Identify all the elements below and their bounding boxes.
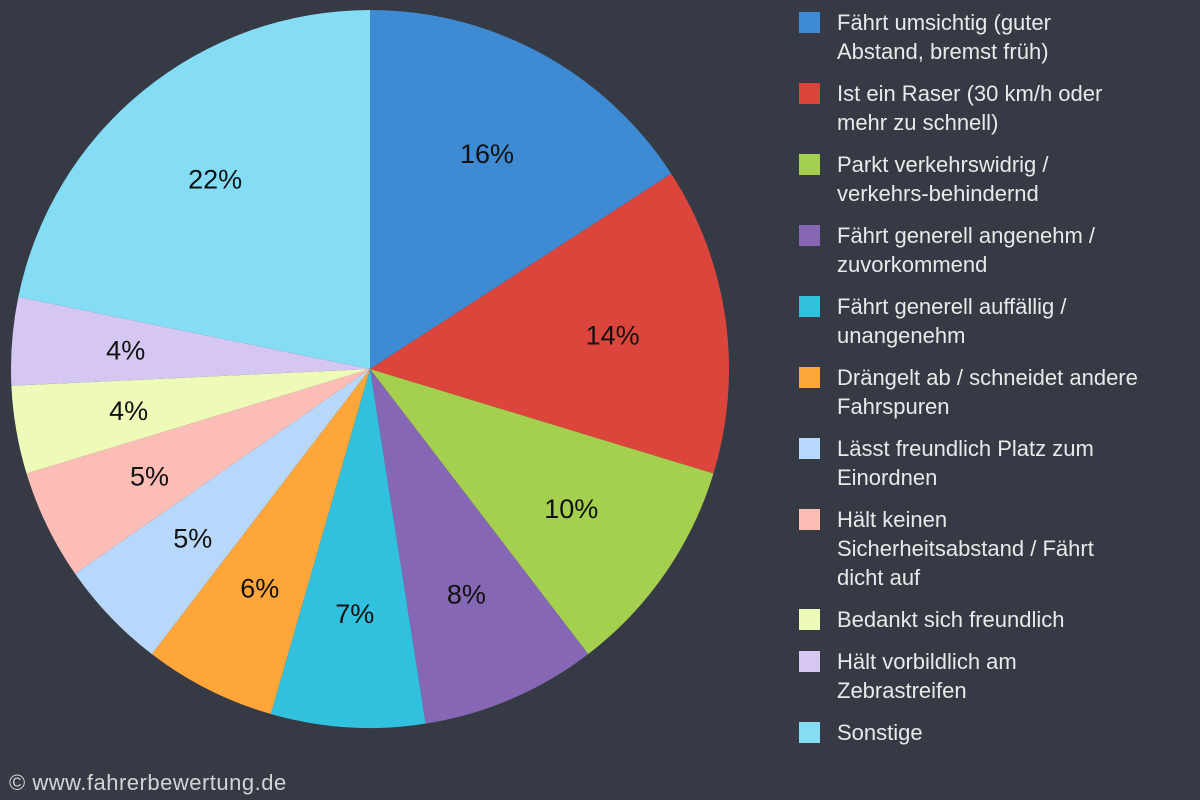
legend-label: Lässt freundlich Platz zum Einordnen [837,436,1094,490]
pie-slice-7 [75,369,370,655]
legend-item-6: Drängelt ab / schneidet andere Fahrspure… [799,363,1177,421]
pie-slice-5 [270,369,426,729]
pie-slice-percent-label: 22% [188,165,242,195]
pie-slice-percent-label: 16% [460,139,514,169]
legend-label: Bedankt sich freundlich [837,607,1065,632]
legend-label: Sonstige [837,720,923,745]
legend-item-10: Hält vorbildlich am Zebrastreifen [799,647,1177,705]
legend-label: Parkt verkehrswidrig / verkehrs-behinder… [837,152,1049,206]
legend-item-9: Bedankt sich freundlich [799,605,1177,634]
legend-item-3: Parkt verkehrswidrig / verkehrs-behinder… [799,150,1177,208]
pie-slice-3 [370,369,714,655]
legend-item-5: Fährt generell auffällig / unangenehm [799,292,1177,350]
legend-label: Drängelt ab / schneidet andere Fahrspure… [837,365,1138,419]
legend-item-8: Hält keinen Sicherheitsabstand / Fährt d… [799,505,1177,592]
pie-slice-2 [370,173,729,474]
legend: Fährt umsichtig (guter Abstand, bremst f… [799,8,1177,747]
legend-swatch [799,367,820,388]
legend-swatch [799,296,820,317]
legend-label: Fährt generell angenehm / zuvorkommend [837,223,1096,277]
pie-slice-percent-label: 5% [173,524,212,554]
legend-item-1: Fährt umsichtig (guter Abstand, bremst f… [799,8,1177,66]
pie-slice-percent-label: 4% [109,396,148,426]
legend-swatch [799,509,820,530]
pie-slice-percent-label: 8% [447,580,486,610]
legend-swatch [799,83,820,104]
legend-label: Fährt generell auffällig / unangenehm [837,294,1067,348]
legend-swatch [799,722,820,743]
legend-item-2: Ist ein Raser (30 km/h oder mehr zu schn… [799,79,1177,137]
legend-swatch [799,651,820,672]
pie-slice-percent-label: 7% [335,599,374,629]
legend-item-4: Fährt generell angenehm / zuvorkommend [799,221,1177,279]
legend-label: Hält keinen Sicherheitsabstand / Fährt d… [837,507,1094,590]
legend-swatch [799,609,820,630]
legend-swatch [799,154,820,175]
pie-slice-percent-label: 6% [240,573,279,603]
legend-item-7: Lässt freundlich Platz zum Einordnen [799,434,1177,492]
pie-slice-percent-label: 5% [130,461,169,491]
pie-chart: 16% 14% 10% 8% 7% 6% 5% 5% 4% 4% 22% [10,10,729,729]
pie-slice-6 [151,369,370,715]
pie-slice-11 [18,10,371,369]
pie-slice-10 [10,296,370,386]
legend-swatch [799,438,820,459]
pie-slice-9 [11,369,370,474]
legend-label: Ist ein Raser (30 km/h oder mehr zu schn… [837,81,1103,135]
legend-swatch [799,12,820,33]
legend-swatch [799,225,820,246]
pie-slice-percent-label: 14% [586,320,640,350]
pie-slice-1 [370,10,672,369]
pie-slice-4 [370,369,589,724]
legend-label: Hält vorbildlich am Zebrastreifen [837,649,1017,703]
pie-slice-8 [26,369,371,574]
pie-slice-percent-label: 4% [106,335,145,365]
pie-slice-percent-label: 10% [544,494,598,524]
legend-label: Fährt umsichtig (guter Abstand, bremst f… [837,10,1051,64]
legend-item-11: Sonstige [799,718,1177,747]
watermark-text: © www.fahrerbewertung.de [9,770,287,795]
